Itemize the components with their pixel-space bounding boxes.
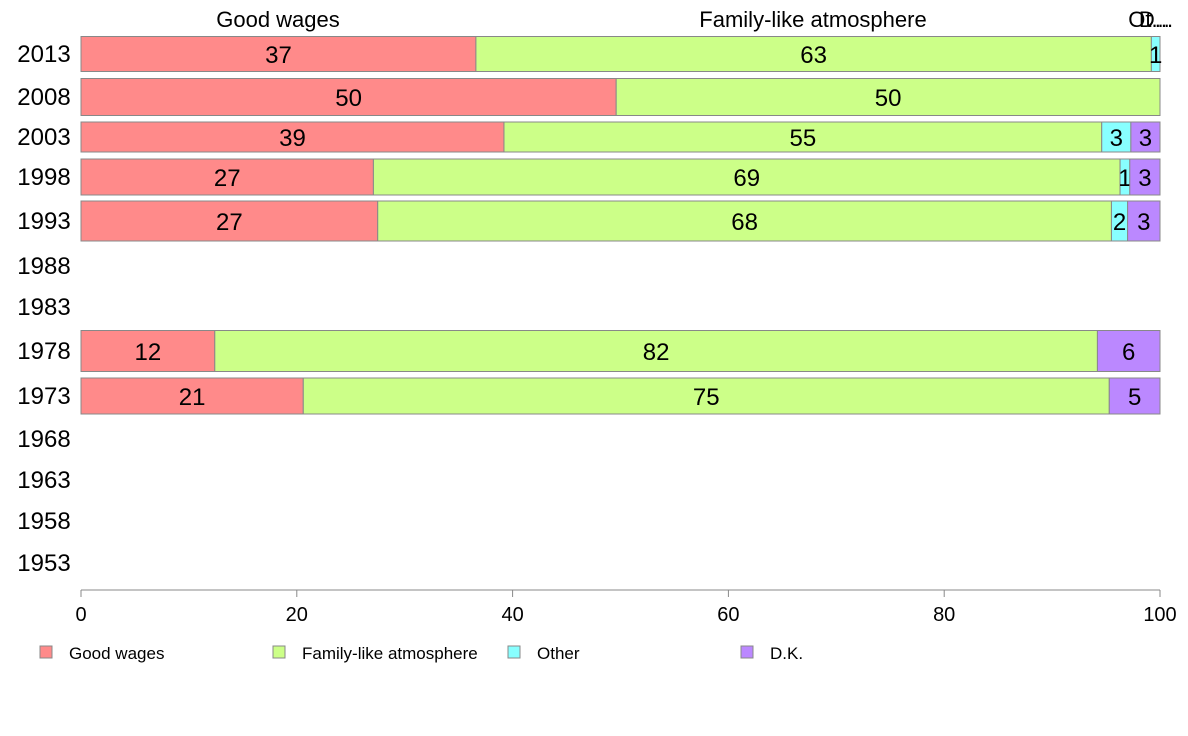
bar-value-label: 3: [1139, 125, 1152, 152]
bar-segment: [214, 330, 1098, 372]
x-tick-label: 20: [286, 604, 308, 626]
bar-value-label: 75: [693, 384, 720, 411]
bar-segment: [1101, 121, 1132, 153]
series-header-label: Good wages: [216, 7, 340, 32]
bar-segment: [1127, 200, 1161, 242]
legend-swatch: [507, 645, 521, 659]
bar-segment: [80, 78, 617, 116]
x-tick-label: 100: [1143, 604, 1176, 626]
bar-value-label: 12: [135, 339, 162, 366]
bar-value-label: 1: [1118, 165, 1131, 192]
y-tick-label: 1958: [17, 508, 70, 535]
bar-segment: [80, 330, 216, 372]
bar-value-label: 37: [265, 42, 292, 69]
bar-value-label: 27: [214, 165, 241, 192]
bar-segment: [1130, 121, 1161, 153]
legend-swatch: [740, 645, 754, 659]
bar-segment: [80, 377, 304, 415]
legend-swatch: [272, 645, 286, 659]
bar-value-label: 2: [1113, 209, 1126, 236]
bar-value-label: 63: [800, 42, 827, 69]
bar-value-label: 50: [335, 85, 362, 112]
bar-segment: [1096, 330, 1161, 372]
x-tick-label: 80: [933, 604, 955, 626]
bar-segment: [503, 121, 1103, 153]
bar-value-label: 3: [1110, 125, 1123, 152]
y-tick-label: 1978: [17, 338, 70, 365]
y-tick-label: 1973: [17, 383, 70, 410]
y-tick-label: 1998: [17, 164, 70, 191]
bar-value-label: 6: [1122, 339, 1135, 366]
x-tick-label: 0: [75, 604, 86, 626]
legend-label: Other: [537, 644, 580, 663]
legend-label: Good wages: [69, 644, 164, 663]
bar-segment: [377, 200, 1112, 242]
bar-value-label: 21: [179, 384, 206, 411]
bar-segment: [302, 377, 1110, 415]
bar-value-label: 50: [875, 85, 902, 112]
bar-segment: [372, 158, 1121, 196]
y-tick-label: 2013: [17, 41, 70, 68]
bar-value-label: 3: [1137, 209, 1150, 236]
y-tick-label: 1963: [17, 467, 70, 494]
bar-segment: [475, 36, 1152, 72]
series-header-label: Ot...: [1128, 7, 1170, 32]
bar-segment: [80, 200, 379, 242]
bar-value-label: 68: [731, 209, 758, 236]
y-tick-label: 1993: [17, 208, 70, 235]
y-tick-label: 1953: [17, 550, 70, 577]
legend-label: Family-like atmosphere: [302, 644, 478, 663]
bar-segment: [80, 121, 505, 153]
legend-swatch: [39, 645, 53, 659]
bar-value-label: 5: [1128, 384, 1141, 411]
bar-value-label: 3: [1138, 165, 1151, 192]
x-tick-label: 40: [501, 604, 523, 626]
bar-segment: [1108, 377, 1161, 415]
bar-segment: [615, 78, 1161, 116]
bar-segment: [80, 36, 477, 72]
bar-segment: [80, 158, 374, 196]
bar-value-label: 55: [789, 125, 816, 152]
y-tick-label: 2008: [17, 84, 70, 111]
legend-label: D.K.: [770, 644, 803, 663]
y-tick-label: 2003: [17, 124, 70, 151]
bar-value-label: 82: [643, 339, 670, 366]
bar-value-label: 69: [733, 165, 760, 192]
bar-value-label: 27: [216, 209, 243, 236]
y-tick-label: 1983: [17, 294, 70, 321]
bar-segment: [1129, 158, 1161, 196]
x-tick-label: 60: [717, 604, 739, 626]
series-header-label: D...: [1139, 7, 1173, 32]
bar-value-label: 1: [1149, 42, 1162, 69]
y-tick-label: 1988: [17, 253, 70, 280]
y-tick-label: 1968: [17, 426, 70, 453]
bar-segment: [1150, 36, 1161, 72]
bar-value-label: 39: [279, 125, 306, 152]
series-header-label: Family-like atmosphere: [699, 7, 926, 32]
